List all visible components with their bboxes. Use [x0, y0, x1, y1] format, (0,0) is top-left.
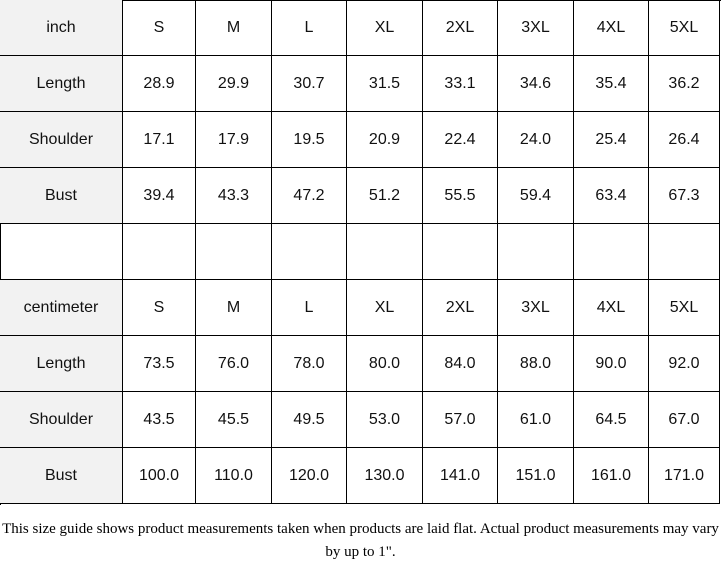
size-header: S: [123, 0, 196, 56]
measurement: 61.0: [498, 392, 574, 448]
measurement: 55.5: [423, 168, 498, 224]
measurement: 151.0: [498, 448, 574, 504]
measurement: 84.0: [423, 336, 498, 392]
row-label: Shoulder: [0, 112, 123, 168]
measurement: 22.4: [423, 112, 498, 168]
measurement: 35.4: [574, 56, 649, 112]
measurement: 26.4: [649, 112, 720, 168]
empty-cell: [649, 224, 720, 280]
measurement: 59.4: [498, 168, 574, 224]
measurement: 25.4: [574, 112, 649, 168]
measurement: 17.1: [123, 112, 196, 168]
measurement: 43.3: [196, 168, 272, 224]
measurement: 43.5: [123, 392, 196, 448]
measurement: 19.5: [272, 112, 347, 168]
row-label: Bust: [0, 448, 123, 504]
measurement: 92.0: [649, 336, 720, 392]
row-label: Length: [0, 336, 123, 392]
measurement: 47.2: [272, 168, 347, 224]
measurement: 31.5: [347, 56, 423, 112]
measurement: 73.5: [123, 336, 196, 392]
measurement: 34.6: [498, 56, 574, 112]
measurement: 53.0: [347, 392, 423, 448]
measurement: 78.0: [272, 336, 347, 392]
measurement: 36.2: [649, 56, 720, 112]
size-header: 2XL: [423, 280, 498, 336]
note: This size guide shows product measuremen…: [2, 521, 719, 560]
measurement: 76.0: [196, 336, 272, 392]
measurement: 30.7: [272, 56, 347, 112]
size-header: 4XL: [574, 0, 649, 56]
size-table: inch S M L XL 2XL 3XL 4XL 5XL Length 28.9 29.9 30.7 3…: [0, 0, 721, 505]
measurement: 28.9: [123, 56, 196, 112]
size-header: 5XL: [649, 0, 720, 56]
measurement: 57.0: [423, 392, 498, 448]
measurement: 17.9: [196, 112, 272, 168]
size-header: M: [196, 0, 272, 56]
measurement: 110.0: [196, 448, 272, 504]
measurement: 24.0: [498, 112, 574, 168]
measurement: 90.0: [574, 336, 649, 392]
measurement: 67.0: [649, 392, 720, 448]
measurement: 29.9: [196, 56, 272, 112]
size-header: L: [272, 280, 347, 336]
row-label: Bust: [0, 168, 123, 224]
measurement: 88.0: [498, 336, 574, 392]
measurement: 130.0: [347, 448, 423, 504]
row-label: Shoulder: [0, 392, 123, 448]
measurement: 161.0: [574, 448, 649, 504]
measurement: 171.0: [649, 448, 720, 504]
row-label: Length: [0, 56, 123, 112]
measurement: 51.2: [347, 168, 423, 224]
size-header: XL: [347, 280, 423, 336]
measurement: 64.5: [574, 392, 649, 448]
size-header: S: [123, 280, 196, 336]
empty-cell: [574, 224, 649, 280]
measurement: 20.9: [347, 112, 423, 168]
size-header: 4XL: [574, 280, 649, 336]
measurement: 67.3: [649, 168, 720, 224]
measurement: 39.4: [123, 168, 196, 224]
size-header: 5XL: [649, 280, 720, 336]
empty-cell: [0, 224, 123, 280]
empty-cell: [498, 224, 574, 280]
empty-cell: [347, 224, 423, 280]
unit-header: centimeter: [0, 280, 123, 336]
measurement: 141.0: [423, 448, 498, 504]
measurement: 120.0: [272, 448, 347, 504]
measurement: 33.1: [423, 56, 498, 112]
empty-cell: [272, 224, 347, 280]
size-header: XL: [347, 0, 423, 56]
size-header: L: [272, 0, 347, 56]
size-header: M: [196, 280, 272, 336]
empty-cell: [123, 224, 196, 280]
size-header: 2XL: [423, 0, 498, 56]
measurement: 80.0: [347, 336, 423, 392]
size-header: 3XL: [498, 0, 574, 56]
measurement: 49.5: [272, 392, 347, 448]
measurement: 63.4: [574, 168, 649, 224]
measurement: 100.0: [123, 448, 196, 504]
unit-header: inch: [0, 0, 123, 56]
empty-cell: [196, 224, 272, 280]
size-header: 3XL: [498, 280, 574, 336]
measurement: 45.5: [196, 392, 272, 448]
empty-cell: [423, 224, 498, 280]
